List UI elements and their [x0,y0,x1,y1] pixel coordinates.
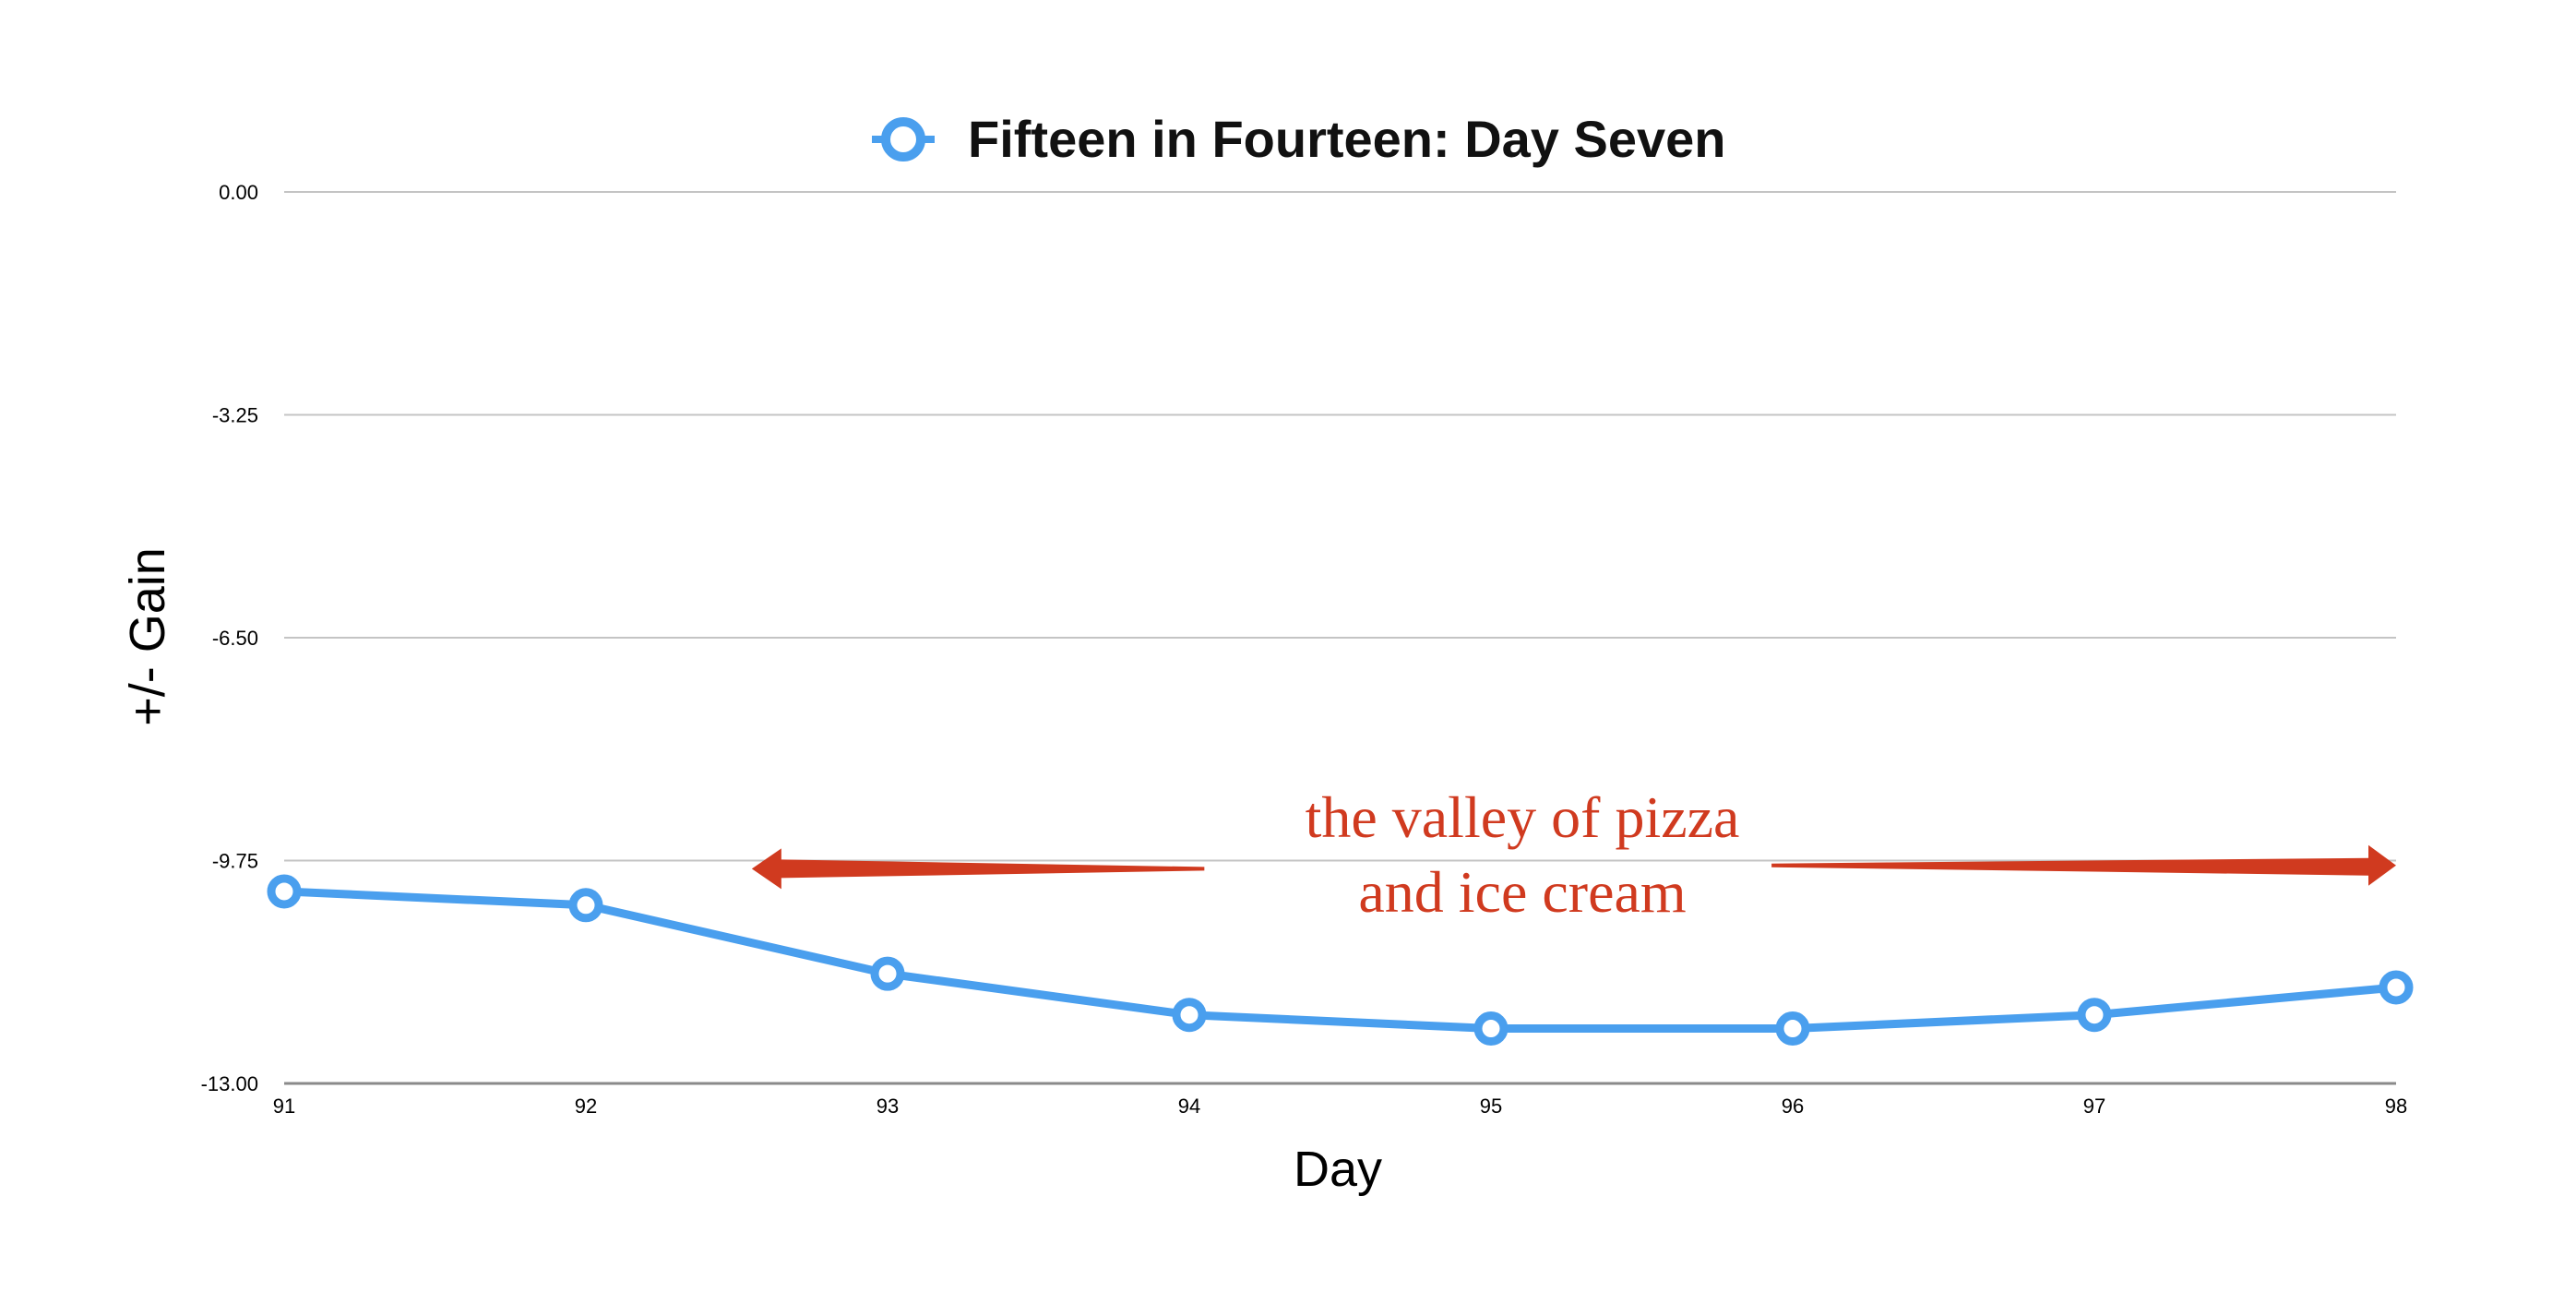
x-tick-label: 97 [2083,1095,2105,1118]
data-point [1172,998,1207,1033]
x-tick-label: 93 [877,1095,899,1118]
x-tick-label: 91 [273,1095,295,1118]
series-group [267,874,2414,1047]
annotation-text-line-1: the valley of pizza [1306,784,1740,850]
data-point [870,956,905,991]
x-tick-label: 96 [1782,1095,1804,1118]
y-tick-label: -3.25 [212,404,258,427]
annotation-arrow-left [751,848,1205,890]
series-line [280,887,2401,1034]
data-point [1775,1011,1810,1047]
data-point [1473,1011,1509,1047]
x-axis-title: Day [1294,1142,1382,1197]
data-point [568,888,603,923]
annotation: the valley of pizza and ice cream [751,784,2396,925]
y-tick-label: -6.50 [212,627,258,650]
y-tick-label: -13.00 [201,1072,258,1095]
gridlines [284,191,2396,1085]
y-axis-title: +/- Gain [120,547,175,726]
chart-title: Fifteen in Fourteen: Day Seven [968,110,1726,168]
data-point [267,874,302,909]
x-tick-label: 94 [1178,1095,1200,1118]
x-tick-label: 98 [2385,1095,2407,1118]
x-axis-ticks: 91 92 93 94 95 96 97 98 [273,1095,2407,1118]
y-axis-ticks: 0.00 -3.25 -6.50 -9.75 -13.00 [201,181,258,1095]
y-tick-label: 0.00 [219,181,258,204]
annotation-text-line-2: and ice cream [1358,859,1686,925]
x-tick-label: 92 [575,1095,597,1118]
legend [872,117,935,162]
data-point [2077,998,2112,1033]
annotation-arrow-right [1771,844,2396,886]
data-point [2379,970,2414,1005]
legend-point-marker [881,117,925,162]
y-tick-label: -9.75 [212,850,258,873]
x-tick-label: 95 [1480,1095,1502,1118]
